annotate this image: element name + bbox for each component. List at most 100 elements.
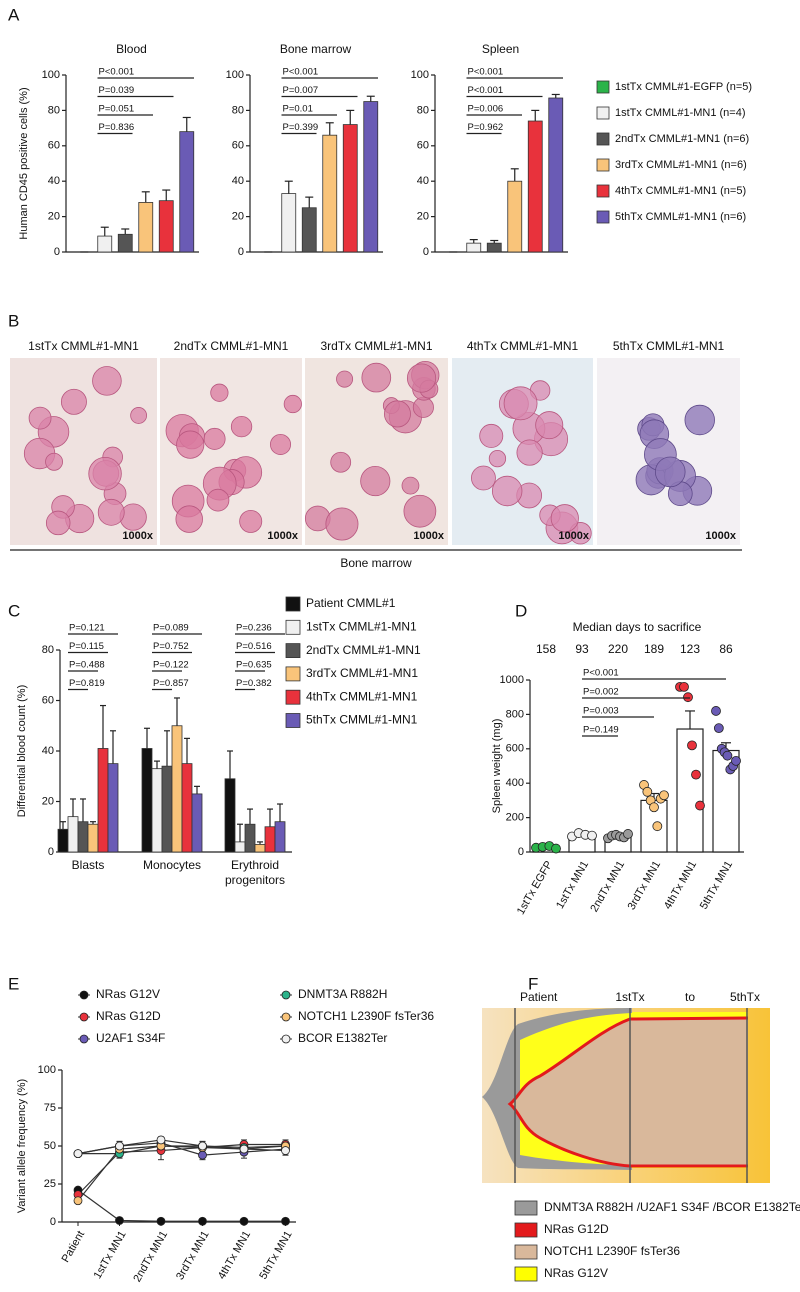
significance-label: P=0.516 — [236, 641, 272, 652]
significance-label: P=0.089 — [153, 623, 189, 634]
legend-swatch — [285, 619, 301, 635]
cell — [97, 498, 125, 526]
cell — [283, 394, 302, 414]
cell — [28, 406, 52, 430]
bar — [322, 134, 338, 253]
significance-label: P=0.003 — [583, 706, 619, 717]
clone-notch1 — [510, 1018, 748, 1166]
micrograph-title: 4thTx CMML#1-MN1 — [467, 339, 579, 353]
y-axis-label: Spleen weight (mg) — [491, 719, 503, 814]
legend-swatch — [596, 210, 610, 224]
data-point — [156, 1135, 166, 1145]
legend-label: 3rdTx CMML#1-MN1 (n=6) — [615, 159, 747, 171]
significance-label: P=0.752 — [153, 641, 189, 652]
legend-label: NRas G12V — [544, 1266, 608, 1280]
chart-title: Bone marrow — [280, 42, 352, 56]
legend-label: 1stTx CMML#1-EGFP (n=5) — [615, 81, 752, 93]
chart-title: Blood — [116, 42, 147, 56]
y-tick-label: 20 — [48, 211, 60, 223]
significance-label: P=0.115 — [69, 641, 104, 652]
error-bar — [510, 168, 519, 182]
data-point — [713, 723, 724, 734]
data-point — [649, 802, 659, 813]
data-point — [695, 800, 705, 811]
bar — [264, 826, 276, 853]
y-tick-label: 1000 — [500, 674, 524, 686]
bar — [158, 200, 174, 253]
micrograph — [304, 358, 448, 545]
error-bar — [100, 704, 106, 749]
panel-label: A — [8, 5, 20, 24]
error-bar — [100, 226, 109, 237]
cell — [206, 488, 230, 512]
cell — [535, 411, 564, 440]
significance-label: P=0.399 — [283, 122, 319, 133]
y-axis-label: Human CD45 positive cells (%) — [18, 87, 30, 239]
significance-label: P<0.001 — [283, 67, 319, 78]
timepoint-label: 1stTx — [615, 990, 644, 1004]
data-point — [623, 829, 633, 839]
bar — [244, 823, 256, 853]
legend-label: 4thTx CMML#1-MN1 — [306, 689, 418, 703]
y-tick-label: 600 — [506, 743, 524, 755]
cell — [60, 388, 87, 415]
x-tick-label: 2ndTx MN1 — [131, 1229, 170, 1284]
significance-label: P=0.039 — [99, 85, 135, 96]
legend-swatch — [285, 689, 301, 705]
error-bar — [284, 180, 293, 194]
y-tick-label: 80 — [417, 104, 429, 116]
significance-label: P=0.01 — [283, 104, 313, 115]
cell — [488, 449, 507, 468]
cell — [403, 494, 437, 528]
y-tick-label: 40 — [232, 175, 244, 187]
error-bar — [164, 730, 170, 767]
significance-label: P=0.122 — [153, 660, 189, 671]
bar — [527, 120, 543, 253]
error-bar — [366, 95, 375, 102]
legend-marker — [281, 1034, 291, 1044]
bar — [161, 765, 173, 853]
x-tick-label: 5thTx MN1 — [698, 859, 735, 912]
legend-swatch — [285, 643, 301, 658]
error-bar — [247, 808, 253, 825]
bar — [117, 233, 133, 253]
bar — [97, 748, 109, 853]
data-point — [239, 1216, 249, 1226]
data-point — [687, 740, 697, 751]
data-point — [587, 830, 597, 841]
data-point — [722, 750, 733, 761]
bar — [107, 763, 119, 853]
cell — [45, 452, 63, 471]
series-line — [77, 1145, 286, 1202]
median-days: 86 — [719, 642, 733, 656]
error-bar — [325, 122, 334, 136]
cell — [119, 503, 147, 531]
y-tick-label: 60 — [417, 140, 429, 152]
panel-label: B — [8, 311, 19, 330]
legend-label: 2ndTx CMML#1-MN1 (n=6) — [615, 133, 749, 145]
series-line — [78, 1145, 286, 1155]
error-bar — [257, 841, 263, 845]
y-tick-label: 60 — [48, 140, 60, 152]
data-point — [679, 681, 689, 692]
cell — [550, 504, 579, 533]
y-tick-label: 100 — [42, 69, 60, 81]
error-bar — [305, 196, 314, 208]
significance-label: P=0.236 — [236, 623, 272, 634]
error-bar — [90, 821, 96, 825]
y-tick-label: 100 — [411, 69, 429, 81]
bar — [141, 748, 153, 853]
cell — [239, 509, 263, 533]
data-point — [239, 1144, 249, 1154]
median-days: 220 — [608, 642, 628, 656]
legend-label: NOTCH1 L2390F fsTer36 — [544, 1244, 680, 1258]
error-bar — [144, 727, 150, 749]
y-tick-label: 75 — [44, 1102, 56, 1114]
cell — [130, 407, 148, 424]
significance-label: P=0.488 — [69, 660, 105, 671]
y-tick-label: 40 — [42, 745, 54, 757]
error-bar — [121, 228, 130, 235]
significance-label: P=0.007 — [283, 85, 319, 96]
micrograph-title: 5thTx CMML#1-MN1 — [613, 339, 725, 353]
micrograph — [452, 358, 593, 545]
